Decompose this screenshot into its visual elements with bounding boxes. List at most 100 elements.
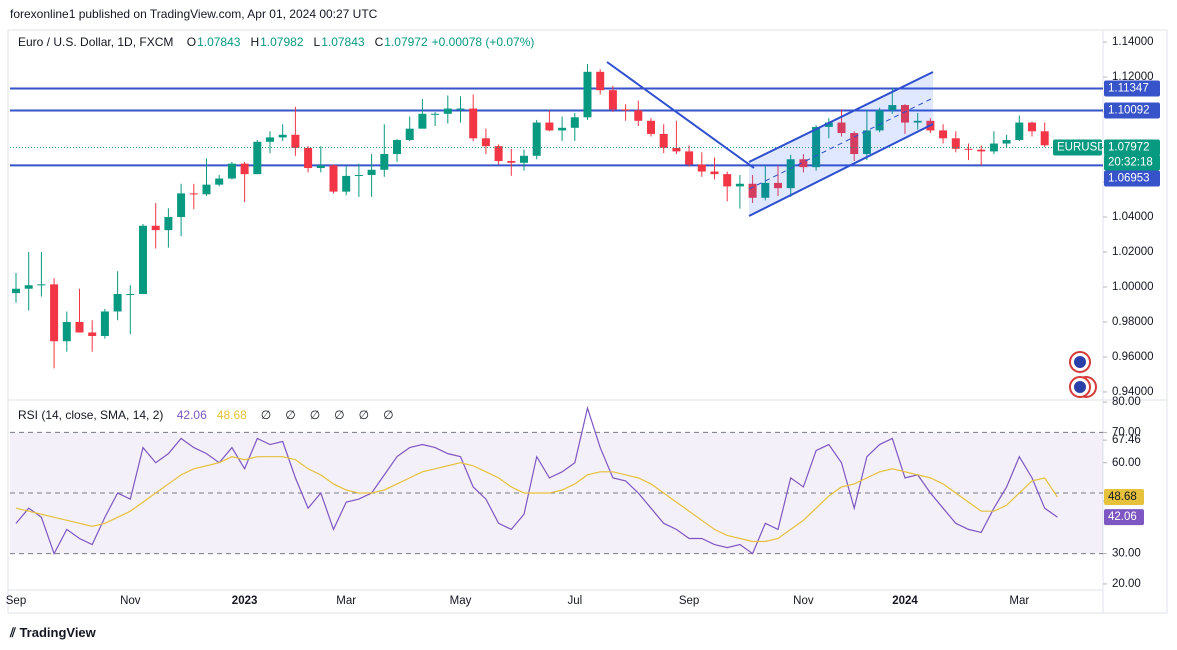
y-tick-label: 20.00 (1112, 578, 1141, 590)
legend-extra: ∅ (383, 408, 394, 422)
rsi-legend-value: 48.68 (216, 408, 247, 422)
candle-body (316, 165, 325, 169)
rsi-line (15, 456, 1058, 543)
candle-body (710, 171, 719, 175)
candle-body (1040, 131, 1049, 146)
last-price-label: 1.07972 (1108, 142, 1150, 154)
candle-body (913, 120, 922, 123)
symbol-name: Euro / U.S. Dollar, 1D, FXCM (18, 35, 174, 49)
trend-line (606, 61, 755, 169)
candle-body (685, 151, 694, 165)
rsi-legend: RSI (14, close, SMA, 14, 2) 42.06 48.68 ∅ ∅… (18, 408, 398, 422)
candle-body (291, 134, 300, 148)
candle-body (1002, 140, 1011, 144)
legend-extra: ∅ (309, 408, 321, 422)
hline-label-box (1104, 80, 1160, 97)
change: +0.00078 (+0.07%) (431, 35, 535, 49)
candle-body (240, 163, 249, 175)
candle-body (253, 141, 262, 175)
candle-body (1015, 122, 1024, 141)
y-tick-label: 30.00 (1112, 548, 1141, 560)
candle-body (469, 108, 478, 139)
x-tick-label: May (450, 595, 472, 607)
candle-body (888, 105, 897, 111)
symbol-tag: EURUSD (1057, 142, 1106, 154)
candle-body (1028, 122, 1036, 132)
candle-body (100, 311, 109, 336)
candle-body (723, 174, 732, 187)
candle-body (875, 110, 884, 131)
channel-lower (748, 123, 934, 217)
candle-body (735, 183, 744, 187)
candle-body (62, 321, 71, 342)
candle-body (812, 126, 821, 168)
y-tick-label: 1.14000 (1112, 36, 1154, 48)
y-tick-label: 60.00 (1112, 457, 1141, 469)
candle-body (354, 175, 363, 177)
candle-body (443, 108, 452, 114)
ohlc-key: C (374, 35, 384, 49)
flag-icon (1074, 381, 1086, 393)
candle-body (621, 109, 630, 111)
candle-body (418, 113, 427, 129)
flag-icons (1069, 351, 1097, 398)
candle-body (164, 217, 173, 231)
y-tick-label: 67.46 (1112, 434, 1141, 446)
logo: ⫽ (10, 626, 16, 641)
candle-body (202, 184, 211, 195)
y-tick-label: 0.94000 (1112, 386, 1154, 398)
x-tick-label: 2024 (892, 595, 918, 607)
candle-body (596, 71, 605, 91)
candle-body (329, 165, 338, 192)
candle-body (824, 122, 833, 127)
candle-body (748, 183, 757, 198)
candle-body (405, 128, 414, 141)
candle-body (697, 164, 706, 172)
candle-body (583, 71, 592, 118)
x-tick-label: Sep (6, 595, 26, 607)
x-tick-label: Mar (1009, 595, 1029, 607)
channel-mid (748, 97, 934, 190)
x-tick-label: 2023 (232, 595, 258, 607)
candle-body (951, 138, 960, 149)
y-tick-label: 70.00 (1112, 426, 1141, 438)
x-tick-label: Jul (567, 595, 582, 607)
ohlc-value: 1.07843 (197, 35, 241, 49)
candle-body (507, 161, 516, 163)
x-tick-label: Nov (120, 595, 141, 607)
rsi-value-label: 42.06 (1108, 511, 1137, 523)
candle-body (342, 175, 351, 192)
candle-body (481, 138, 490, 147)
rsi-value-label-box (1104, 509, 1144, 526)
candle-body (672, 147, 681, 152)
candle-body (380, 154, 389, 170)
legend-extra: ∅ (358, 408, 370, 422)
candle-body (88, 332, 97, 336)
symbol-tag-box (1053, 139, 1102, 156)
candle-body (545, 122, 554, 131)
symbol-legend: Euro / U.S. Dollar, 1D, FXCM O1.07843 H1.… (18, 35, 538, 49)
footer: ⫽ TradingView (10, 625, 96, 641)
candle-body (774, 182, 782, 189)
y-tick-label: 1.12000 (1112, 71, 1154, 83)
x-tick-label: Nov (793, 595, 814, 607)
candle-body (977, 149, 986, 152)
hline-label-box (1104, 102, 1160, 119)
rsi-line (15, 405, 1058, 556)
candle-body (570, 117, 579, 128)
candle-body (126, 293, 135, 295)
hline-label: 1.11347 (1108, 83, 1149, 95)
candle-body (278, 134, 287, 138)
candle-body (113, 293, 122, 312)
x-tick-label: Mar (336, 595, 356, 607)
candle-body (215, 178, 224, 185)
y-tick-label: 0.98000 (1112, 316, 1154, 328)
ohlc-key: O (186, 35, 197, 49)
candle-body (75, 321, 84, 333)
candle-body (24, 285, 33, 289)
candle-body (367, 169, 376, 176)
legend-extra: ∅ (285, 408, 296, 422)
candle-body (37, 284, 46, 286)
